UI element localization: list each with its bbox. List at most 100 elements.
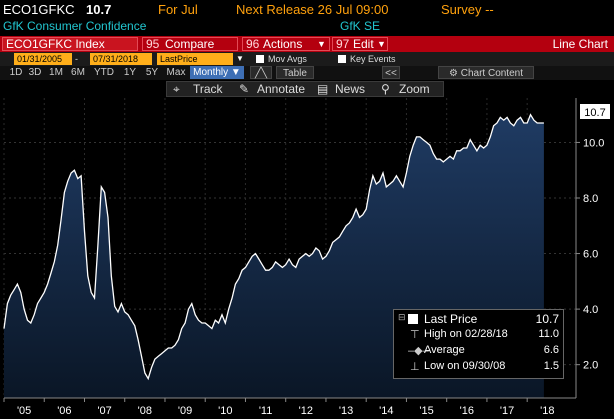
period-1y[interactable]: 1Y <box>123 67 137 78</box>
start-date-field[interactable]: 01/31/2005 <box>14 53 72 65</box>
zoom-button[interactable]: Zoom <box>399 82 430 96</box>
compare-label: Compare <box>165 37 215 51</box>
pencil-icon: ✎ <box>239 82 250 96</box>
x-tick-label: '13 <box>339 405 353 417</box>
pin-icon: ⊟ <box>398 312 406 322</box>
y-tick-label: 4.0 <box>583 304 598 316</box>
legend-row-low: ⊥ Low on 09/30/08 1.5 <box>394 360 565 374</box>
end-date-field[interactable]: 07/31/2018 <box>90 53 152 65</box>
edit-label: Edit <box>353 37 374 51</box>
x-tick-label: '18 <box>540 405 554 417</box>
actions-label: Actions <box>263 37 303 51</box>
chart-content-label: Chart Content <box>460 68 523 79</box>
legend-average-value: 6.6 <box>543 344 559 356</box>
index-label: ECO1GFKC Index <box>6 37 105 51</box>
next-release: Next Release 26 Jul 09:00 <box>236 2 389 17</box>
y-ticks: 2.0 4.0 6.0 8.0 10.0 <box>576 137 604 372</box>
period-1d[interactable]: 1D <box>9 67 23 78</box>
legend-average-label: Average <box>424 344 465 356</box>
x-tick-label: '07 <box>97 405 111 417</box>
chart-type-label[interactable]: Line Chart <box>552 37 608 51</box>
main-toolbar: ECO1GFKC Index 95 Compare 96 Actions ▼ 9… <box>0 36 614 52</box>
legend-row-high: ⊤ High on 02/28/18 11.0 <box>394 328 565 342</box>
y-tick-label: 2.0 <box>583 360 598 372</box>
annotate-button[interactable]: Annotate <box>257 82 306 96</box>
frequency-label: Monthly <box>193 67 229 78</box>
legend-low-label: Low on 09/30/08 <box>424 360 506 372</box>
legend-last-label: Last Price <box>424 312 478 326</box>
mov-avgs-label: Mov Avgs <box>268 54 307 64</box>
last-value: 10.7 <box>86 2 112 17</box>
x-tick-label: '11 <box>259 405 273 417</box>
actions-shortcut: 96 <box>246 37 260 51</box>
series-line <box>3 113 544 381</box>
mov-avgs-checkbox[interactable] <box>256 55 264 63</box>
x-ticks: '05 '06 '07 '08 '09 '10 '11 '12 '13 '14 '15 '16 '17 '… <box>3 398 554 417</box>
average-marker-icon: –◆– <box>408 345 429 357</box>
x-tick-label: '08 <box>138 405 152 417</box>
crosshair-icon: ⌖ <box>173 82 180 96</box>
legend-last-value: 10.7 <box>535 312 559 326</box>
high-marker-icon: ⊤ <box>410 329 420 341</box>
key-events-label: Key Events <box>350 54 396 64</box>
legend-high-value: 11.0 <box>538 328 559 340</box>
period-bar: 1D 3D 1M 6M YTD 1Y 5Y Max Monthly ▼ ╱╲ T… <box>0 66 614 80</box>
edit-shortcut: 97 <box>336 37 350 51</box>
x-tick-label: '06 <box>57 405 71 417</box>
x-tick-label: '16 <box>460 405 474 417</box>
magnifier-icon: ⚲ <box>381 82 390 96</box>
period-6m[interactable]: 6M <box>71 67 85 78</box>
chart-content-button[interactable]: ⚙ Chart Content <box>438 66 534 79</box>
period-max[interactable]: Max <box>166 67 186 78</box>
last-value-box <box>580 104 610 119</box>
x-tick-label: '05 <box>17 405 31 417</box>
last-value-marker: 10.7 <box>580 104 610 119</box>
x-tick-label: '14 <box>379 405 393 417</box>
x-tick-label: '10 <box>218 405 232 417</box>
indicator-name: GfK Consumer Confidence <box>3 19 147 33</box>
header-bar: ECO1GFKC 10.7 For Jul Next Release 26 Ju… <box>0 0 614 19</box>
y-tick-label: 8.0 <box>583 193 598 205</box>
key-events-checkbox[interactable] <box>338 55 346 63</box>
compare-shortcut: 95 <box>146 37 160 51</box>
tools-bar: ⌖ Track ✎ Annotate ▤ News ⚲ Zoom <box>166 81 444 97</box>
frequency-select[interactable]: Monthly ▼ <box>190 66 244 79</box>
table-button[interactable]: Table <box>276 66 314 79</box>
y-tick-label: 10.0 <box>583 137 604 149</box>
date-separator: - <box>75 54 78 64</box>
edit-button[interactable]: 97 Edit ▼ <box>332 37 388 51</box>
period-1m[interactable]: 1M <box>49 67 63 78</box>
legend-row-average: –◆– Average 6.6 <box>394 344 565 358</box>
series-swatch <box>408 314 418 324</box>
news-icon: ▤ <box>317 82 329 96</box>
x-tick-label: '09 <box>178 405 192 417</box>
chevron-down-icon[interactable]: ▼ <box>236 54 244 63</box>
legend-high-label: High on 02/28/18 <box>424 328 508 340</box>
title-row: GfK Consumer Confidence GfK SE <box>0 19 614 35</box>
chevron-down-icon: ▼ <box>377 39 386 49</box>
source-label: GfK SE <box>340 19 381 33</box>
compare-button[interactable]: 95 Compare <box>142 37 238 51</box>
index-field[interactable]: ECO1GFKC Index <box>2 37 138 51</box>
period-ytd[interactable]: YTD <box>94 67 114 78</box>
legend: ⊟ Last Price 10.7 ⊤ High on 02/28/18 11.… <box>393 309 564 379</box>
x-tick-label: '17 <box>500 405 514 417</box>
line-chart-icon[interactable]: ╱╲ <box>250 66 272 79</box>
track-button[interactable]: Track <box>193 82 223 96</box>
x-tick-label: '12 <box>299 405 313 417</box>
legend-low-value: 1.5 <box>543 360 559 372</box>
y-tick-label: 6.0 <box>583 249 598 261</box>
filter-bar: 01/31/2005 - 07/31/2018 LastPrice ▼ Mov … <box>0 52 614 66</box>
period-5y[interactable]: 5Y <box>145 67 159 78</box>
news-button[interactable]: News <box>335 82 366 96</box>
actions-button[interactable]: 96 Actions ▼ <box>242 37 330 51</box>
ticker-label: ECO1GFKC <box>3 2 75 17</box>
low-marker-icon: ⊥ <box>410 361 420 373</box>
collapse-button[interactable]: << <box>382 66 400 79</box>
chevron-down-icon: ▼ <box>317 39 326 49</box>
field-select[interactable]: LastPrice <box>157 53 233 65</box>
x-tick-label: '15 <box>419 405 433 417</box>
for-period: For Jul <box>158 2 198 17</box>
last-value-text: 10.7 <box>584 107 605 119</box>
period-3d[interactable]: 3D <box>28 67 42 78</box>
